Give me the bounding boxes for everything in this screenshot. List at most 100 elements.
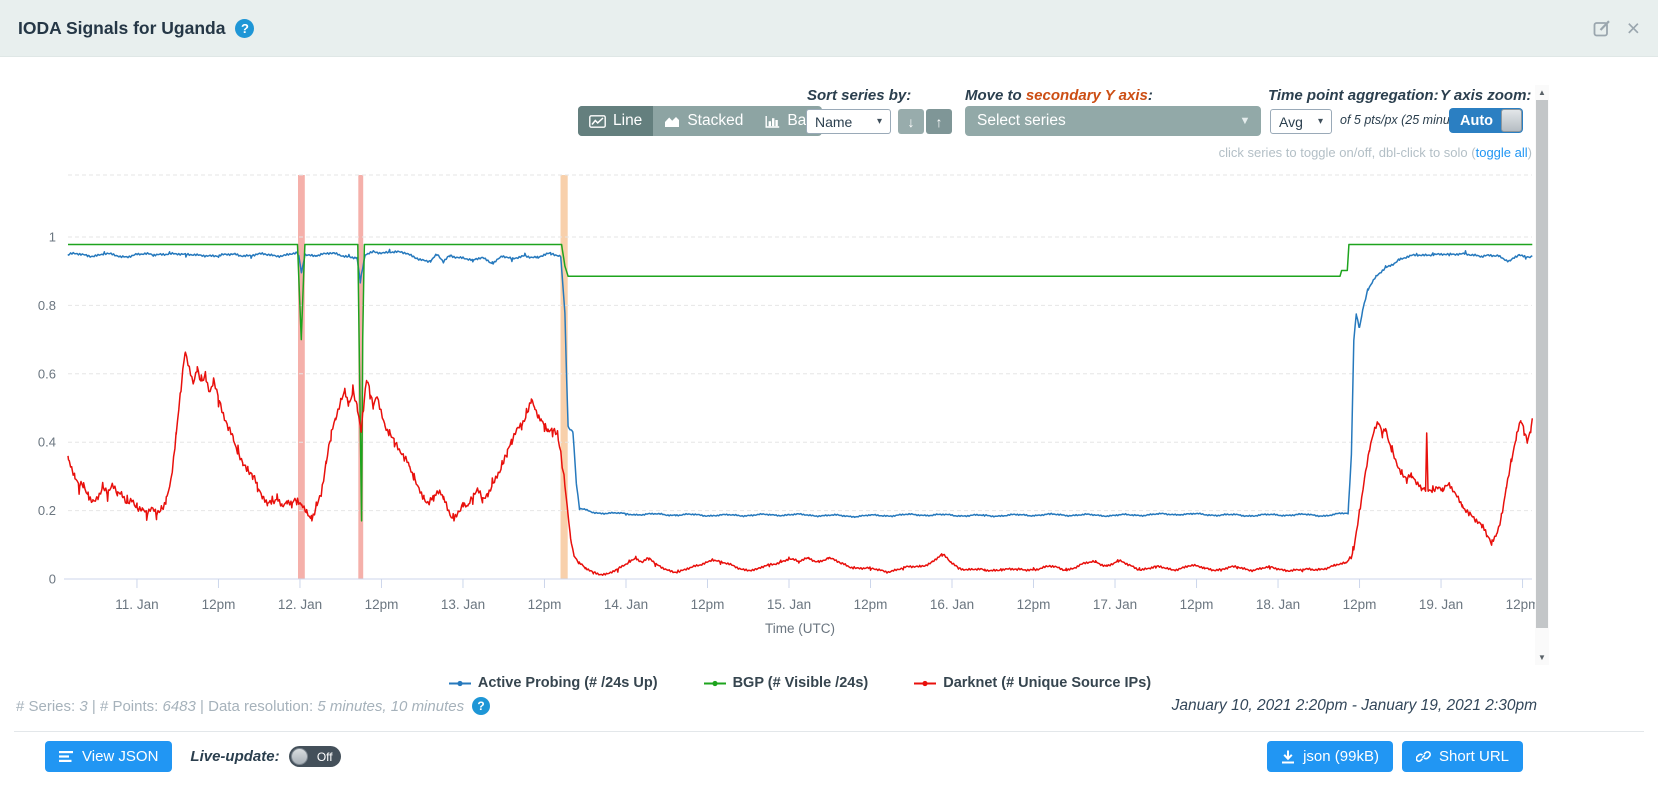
stats-part: # Points: <box>99 697 163 715</box>
line-chart-icon <box>589 114 606 128</box>
view-json-button[interactable]: View JSON <box>45 741 173 772</box>
link-icon <box>1415 751 1431 762</box>
y-tick-label: 1 <box>49 230 56 245</box>
legend-item-active-probing[interactable]: Active Probing (# /24s Up) <box>448 675 658 691</box>
chevron-down-icon: ▾ <box>876 116 882 127</box>
x-tick-label: 19. Jan <box>1419 597 1463 612</box>
short-url-button[interactable]: Short URL <box>1401 741 1523 772</box>
aggregation-suffix: of 5 pts/px (25 minutes) <box>1340 113 1471 127</box>
y-tick-label: 0.4 <box>38 435 56 450</box>
aggregation-label: Time point aggregation: <box>1268 87 1439 104</box>
y-axis-zoom-value: Auto <box>1460 112 1494 129</box>
toggle-all-link[interactable]: toggle all <box>1475 145 1528 160</box>
header-actions: × <box>1593 14 1640 41</box>
legend-label: Darknet (# Unique Source IPs) <box>943 675 1152 691</box>
stats-text: # Series: 3 | # Points: 6483 | Data reso… <box>16 698 464 715</box>
stats-part: # Series: <box>16 697 80 715</box>
chart-type-label: Bar <box>787 112 812 129</box>
chart-type-bar-button[interactable]: Bar <box>754 106 822 136</box>
secondary-axis-label-pre: Move to <box>965 87 1026 104</box>
help-icon[interactable]: ? <box>472 697 491 715</box>
live-update-control: Live-update: Off <box>190 746 341 767</box>
legend-label: Active Probing (# /24s Up) <box>477 675 658 691</box>
scroll-down-icon[interactable]: ▼ <box>1538 653 1546 662</box>
sort-series-select[interactable]: Name ▾ <box>806 109 891 134</box>
sort-series-value: Name <box>815 113 853 130</box>
chart-type-line-button[interactable]: Line <box>578 106 654 136</box>
download-json-label: json (99kB) <box>1303 748 1379 765</box>
x-tick-label: 17. Jan <box>1093 597 1137 612</box>
x-tick-label: 12pm <box>202 597 236 612</box>
stats-part: 3 <box>79 697 88 715</box>
scrollbar-thumb[interactable] <box>1536 100 1548 628</box>
y-axis-zoom-toggle[interactable]: Auto <box>1449 108 1523 133</box>
toggle-knob <box>1501 109 1522 132</box>
y-tick-label: 0.8 <box>38 298 56 313</box>
stats-part: 6483 <box>162 697 196 715</box>
short-url-label: Short URL <box>1438 748 1509 765</box>
live-update-toggle[interactable]: Off <box>288 746 341 767</box>
x-tick-label: 12pm <box>1343 597 1377 612</box>
chevron-down-icon: ▾ <box>1317 116 1323 127</box>
y-tick-label: 0 <box>49 572 56 587</box>
x-tick-label: 18. Jan <box>1256 597 1300 612</box>
x-tick-label: 12pm <box>1180 597 1214 612</box>
scroll-up-icon[interactable]: ▲ <box>1538 88 1546 97</box>
y-tick-label: 0.2 <box>38 503 56 518</box>
series-line-active-probing[interactable] <box>67 248 1533 519</box>
select-series-dropdown[interactable]: Select series ▼ <box>965 106 1261 136</box>
actions-right: json (99kB) Short URL <box>1267 741 1523 772</box>
help-icon[interactable]: ? <box>235 18 255 38</box>
x-tick-label: 11. Jan <box>115 597 158 612</box>
x-tick-label: 12pm <box>854 597 888 612</box>
series-toggle-hint: click series to toggle on/off, dbl-click… <box>1219 145 1532 160</box>
signals-chart: 0 0.2 0.4 0.6 0.8 1 11. Jan 12pm 12. Jan 12pm 13. … <box>38 174 1540 636</box>
aggregation-select[interactable]: Avg ▾ <box>1270 109 1332 134</box>
event-band <box>358 175 364 579</box>
hint-text-post: ) <box>1527 145 1532 160</box>
stats-part: Data resolution: <box>208 697 318 715</box>
bar-chart-icon <box>765 115 780 128</box>
sort-ascending-button[interactable]: ↑ <box>926 109 952 134</box>
arrow-down-icon: ↓ <box>907 113 915 130</box>
series-stats: # Series: 3 | # Points: 6483 | Data reso… <box>16 697 491 715</box>
legend-marker-icon <box>914 680 937 686</box>
secondary-axis-label-post: : <box>1147 87 1153 104</box>
x-tick-label: 12. Jan <box>278 597 322 612</box>
chart-type-label: Line <box>613 112 643 129</box>
edit-icon[interactable] <box>1593 19 1612 38</box>
secondary-axis-label-highlight: secondary Y axis <box>1025 87 1148 104</box>
modal-header: IODA Signals for Uganda ? × <box>0 0 1658 57</box>
sort-descending-button[interactable]: ↓ <box>898 109 924 134</box>
series-line-bgp[interactable] <box>67 243 1533 522</box>
stats-part: | <box>87 697 100 715</box>
series-line-darknet[interactable] <box>67 351 1534 576</box>
live-update-label: Live-update: <box>190 748 280 765</box>
legend-item-bgp[interactable]: BGP (# Visible /24s) <box>703 675 868 691</box>
x-tick-label: 12pm <box>1506 597 1540 612</box>
sort-series-label: Sort series by: <box>807 87 912 104</box>
x-tick-label: 12pm <box>691 597 725 612</box>
legend-row: Active Probing (# /24s Up) BGP (# Visible… <box>0 675 1600 691</box>
date-range: January 10, 2021 2:20pm - January 19, 20… <box>1171 697 1537 714</box>
vertical-scrollbar[interactable]: ▲ ▼ <box>1535 85 1549 665</box>
list-icon <box>59 751 73 762</box>
chart-type-stacked-button[interactable]: Stacked <box>653 106 754 136</box>
chart-type-label: Stacked <box>687 112 744 129</box>
stats-part: 5 minutes, 10 minutes <box>317 697 465 715</box>
y-axis-zoom-label: Y axis zoom: <box>1440 87 1532 104</box>
select-series-placeholder: Select series <box>977 112 1066 129</box>
download-json-button[interactable]: json (99kB) <box>1267 741 1393 772</box>
footer-stats-row: # Series: 3 | # Points: 6483 | Data reso… <box>16 697 1537 715</box>
page-title: IODA Signals for Uganda <box>18 17 226 38</box>
close-icon[interactable]: × <box>1626 14 1640 41</box>
stats-part: | <box>195 697 209 715</box>
event-band <box>298 175 305 579</box>
live-update-state: Off <box>316 749 333 764</box>
x-tick-label: 13. Jan <box>441 597 485 612</box>
legend-item-darknet[interactable]: Darknet (# Unique Source IPs) <box>914 675 1151 691</box>
secondary-axis-label: Move to secondary Y axis: <box>965 87 1153 104</box>
chart-type-switcher: Line Stacked Bar <box>578 106 823 136</box>
x-axis-title: Time (UTC) <box>765 621 835 636</box>
